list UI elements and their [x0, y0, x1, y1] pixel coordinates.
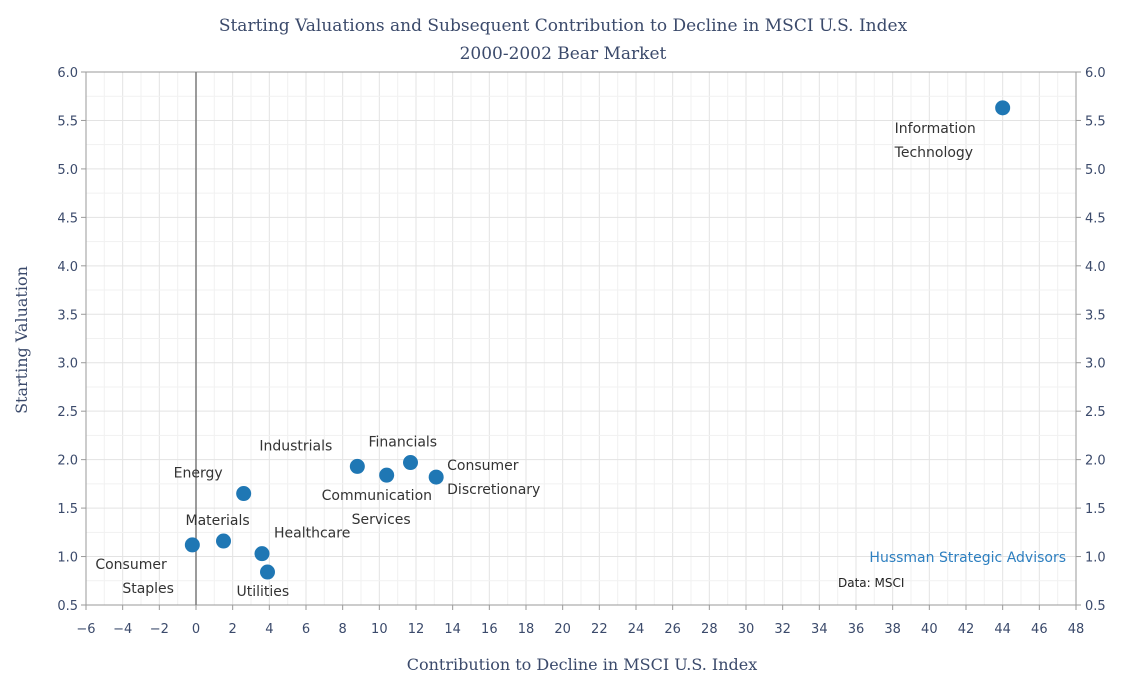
x-tick-label: 36 — [848, 622, 865, 637]
point-label: Materials — [186, 513, 250, 529]
y-tick-label-right: 2.0 — [1085, 454, 1106, 469]
x-tick-label: 8 — [339, 622, 347, 637]
y-tick-label-right: 6.0 — [1085, 66, 1106, 81]
data-point — [260, 564, 275, 580]
x-tick-label: 12 — [408, 622, 425, 637]
y-tick-label: 6.0 — [57, 66, 78, 81]
y-tick-label: 1.0 — [57, 551, 78, 566]
y-tick-label: 3.0 — [57, 357, 78, 372]
point-labels: Information Technology Financials Industria… — [95, 121, 975, 600]
data-point — [379, 467, 395, 483]
data-points — [184, 100, 1011, 580]
data-point — [349, 458, 365, 474]
y-tick-label: 3.5 — [57, 308, 78, 323]
y-tick-label: 0.5 — [57, 599, 78, 614]
x-tick-label: 44 — [994, 622, 1011, 637]
x-tick-label: 22 — [591, 622, 608, 637]
data-point — [403, 455, 418, 471]
point-label: Discretionary — [447, 482, 540, 498]
y-tick-label: 2.0 — [57, 454, 78, 469]
data-point — [995, 100, 1011, 116]
x-tick-label: 46 — [1031, 622, 1048, 637]
x-tick-label: 16 — [481, 622, 498, 637]
point-label: Services — [352, 512, 411, 528]
y-tick-label-right: 1.5 — [1085, 502, 1106, 517]
point-label: Industrials — [259, 438, 332, 454]
x-tick-label: 4 — [265, 622, 273, 637]
y-tick-label: 4.5 — [57, 211, 78, 226]
brand-label: Hussman Strategic Advisors — [869, 550, 1066, 566]
x-tick-label: 18 — [518, 622, 535, 637]
point-label: Healthcare — [274, 526, 350, 542]
point-label: Consumer — [95, 557, 167, 573]
point-label: Staples — [122, 581, 174, 597]
x-tick-label: 34 — [811, 622, 828, 637]
y-axis-ticks: 0.5 0.5 1.0 1.0 1.5 1.5 2.0 2.0 2.5 2.5 3.0 3.0 3.5 3… — [57, 66, 1105, 614]
x-tick-label: 32 — [774, 622, 791, 637]
x-axis-title: Contribution to Decline in MSCI U.S. Ind… — [407, 655, 758, 674]
x-tick-label: 28 — [701, 622, 718, 637]
x-tick-label: 10 — [371, 622, 388, 637]
source-label: Data: MSCI — [838, 576, 904, 590]
x-tick-label: 40 — [921, 622, 938, 637]
x-tick-label: 6 — [302, 622, 310, 637]
y-tick-label: 5.0 — [57, 163, 78, 178]
x-tick-label: 30 — [738, 622, 755, 637]
data-point — [428, 469, 444, 485]
x-tick-label: 26 — [664, 622, 681, 637]
x-tick-label: 20 — [554, 622, 571, 637]
point-label: Technology — [894, 145, 973, 161]
point-label: Information — [895, 121, 976, 137]
y-tick-label-right: 5.5 — [1085, 114, 1106, 129]
y-axis-title: Starting Valuation — [12, 266, 31, 414]
y-tick-label-right: 1.0 — [1085, 551, 1106, 566]
y-tick-label-right: 3.0 — [1085, 357, 1106, 372]
point-label: Financials — [369, 435, 438, 451]
y-tick-label: 4.0 — [57, 260, 78, 275]
x-tick-label: −6 — [76, 622, 95, 637]
y-tick-label-right: 2.5 — [1085, 405, 1106, 420]
y-tick-label: 1.5 — [57, 502, 78, 517]
axes — [85, 71, 1077, 606]
data-point — [216, 533, 231, 549]
x-tick-label: 14 — [444, 622, 461, 637]
y-tick-label-right: 5.0 — [1085, 163, 1106, 178]
point-label: Energy — [174, 466, 223, 482]
x-tick-label: −2 — [150, 622, 169, 637]
x-tick-label: 2 — [229, 622, 237, 637]
x-tick-label: 24 — [628, 622, 645, 637]
point-label: Utilities — [237, 584, 290, 600]
chart-subtitle: 2000-2002 Bear Market — [459, 44, 667, 64]
data-point — [184, 537, 200, 553]
x-axis-ticks: −6 −4 −2 0 2 4 6 8 10 12 14 16 18 20 22 24 26 28 30 32 34 36 3… — [76, 605, 1084, 637]
data-point — [254, 546, 270, 562]
y-tick-label-right: 3.5 — [1085, 308, 1106, 323]
y-tick-label-right: 4.0 — [1085, 260, 1106, 275]
y-tick-label: 2.5 — [57, 405, 78, 420]
x-tick-label: 48 — [1068, 622, 1085, 637]
data-point — [236, 486, 252, 502]
chart-title: Starting Valuations and Subsequent Contr… — [218, 16, 908, 36]
point-label: Consumer — [447, 458, 519, 474]
y-tick-label-right: 4.5 — [1085, 211, 1106, 226]
x-tick-label: 42 — [958, 622, 975, 637]
grid-lines — [85, 71, 1077, 606]
x-tick-label: −4 — [113, 622, 132, 637]
plot-frame — [85, 71, 1077, 606]
point-label: Communication — [322, 488, 432, 504]
x-tick-label: 38 — [884, 622, 901, 637]
y-tick-label: 5.5 — [57, 114, 78, 129]
x-tick-label: 0 — [192, 622, 200, 637]
y-tick-label-right: 0.5 — [1085, 599, 1106, 614]
